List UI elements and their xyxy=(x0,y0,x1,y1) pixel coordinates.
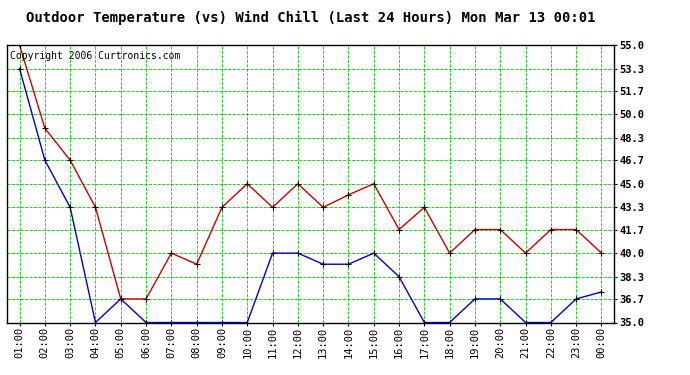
Text: Copyright 2006 Curtronics.com: Copyright 2006 Curtronics.com xyxy=(10,51,180,60)
Text: Outdoor Temperature (vs) Wind Chill (Last 24 Hours) Mon Mar 13 00:01: Outdoor Temperature (vs) Wind Chill (Las… xyxy=(26,11,595,26)
